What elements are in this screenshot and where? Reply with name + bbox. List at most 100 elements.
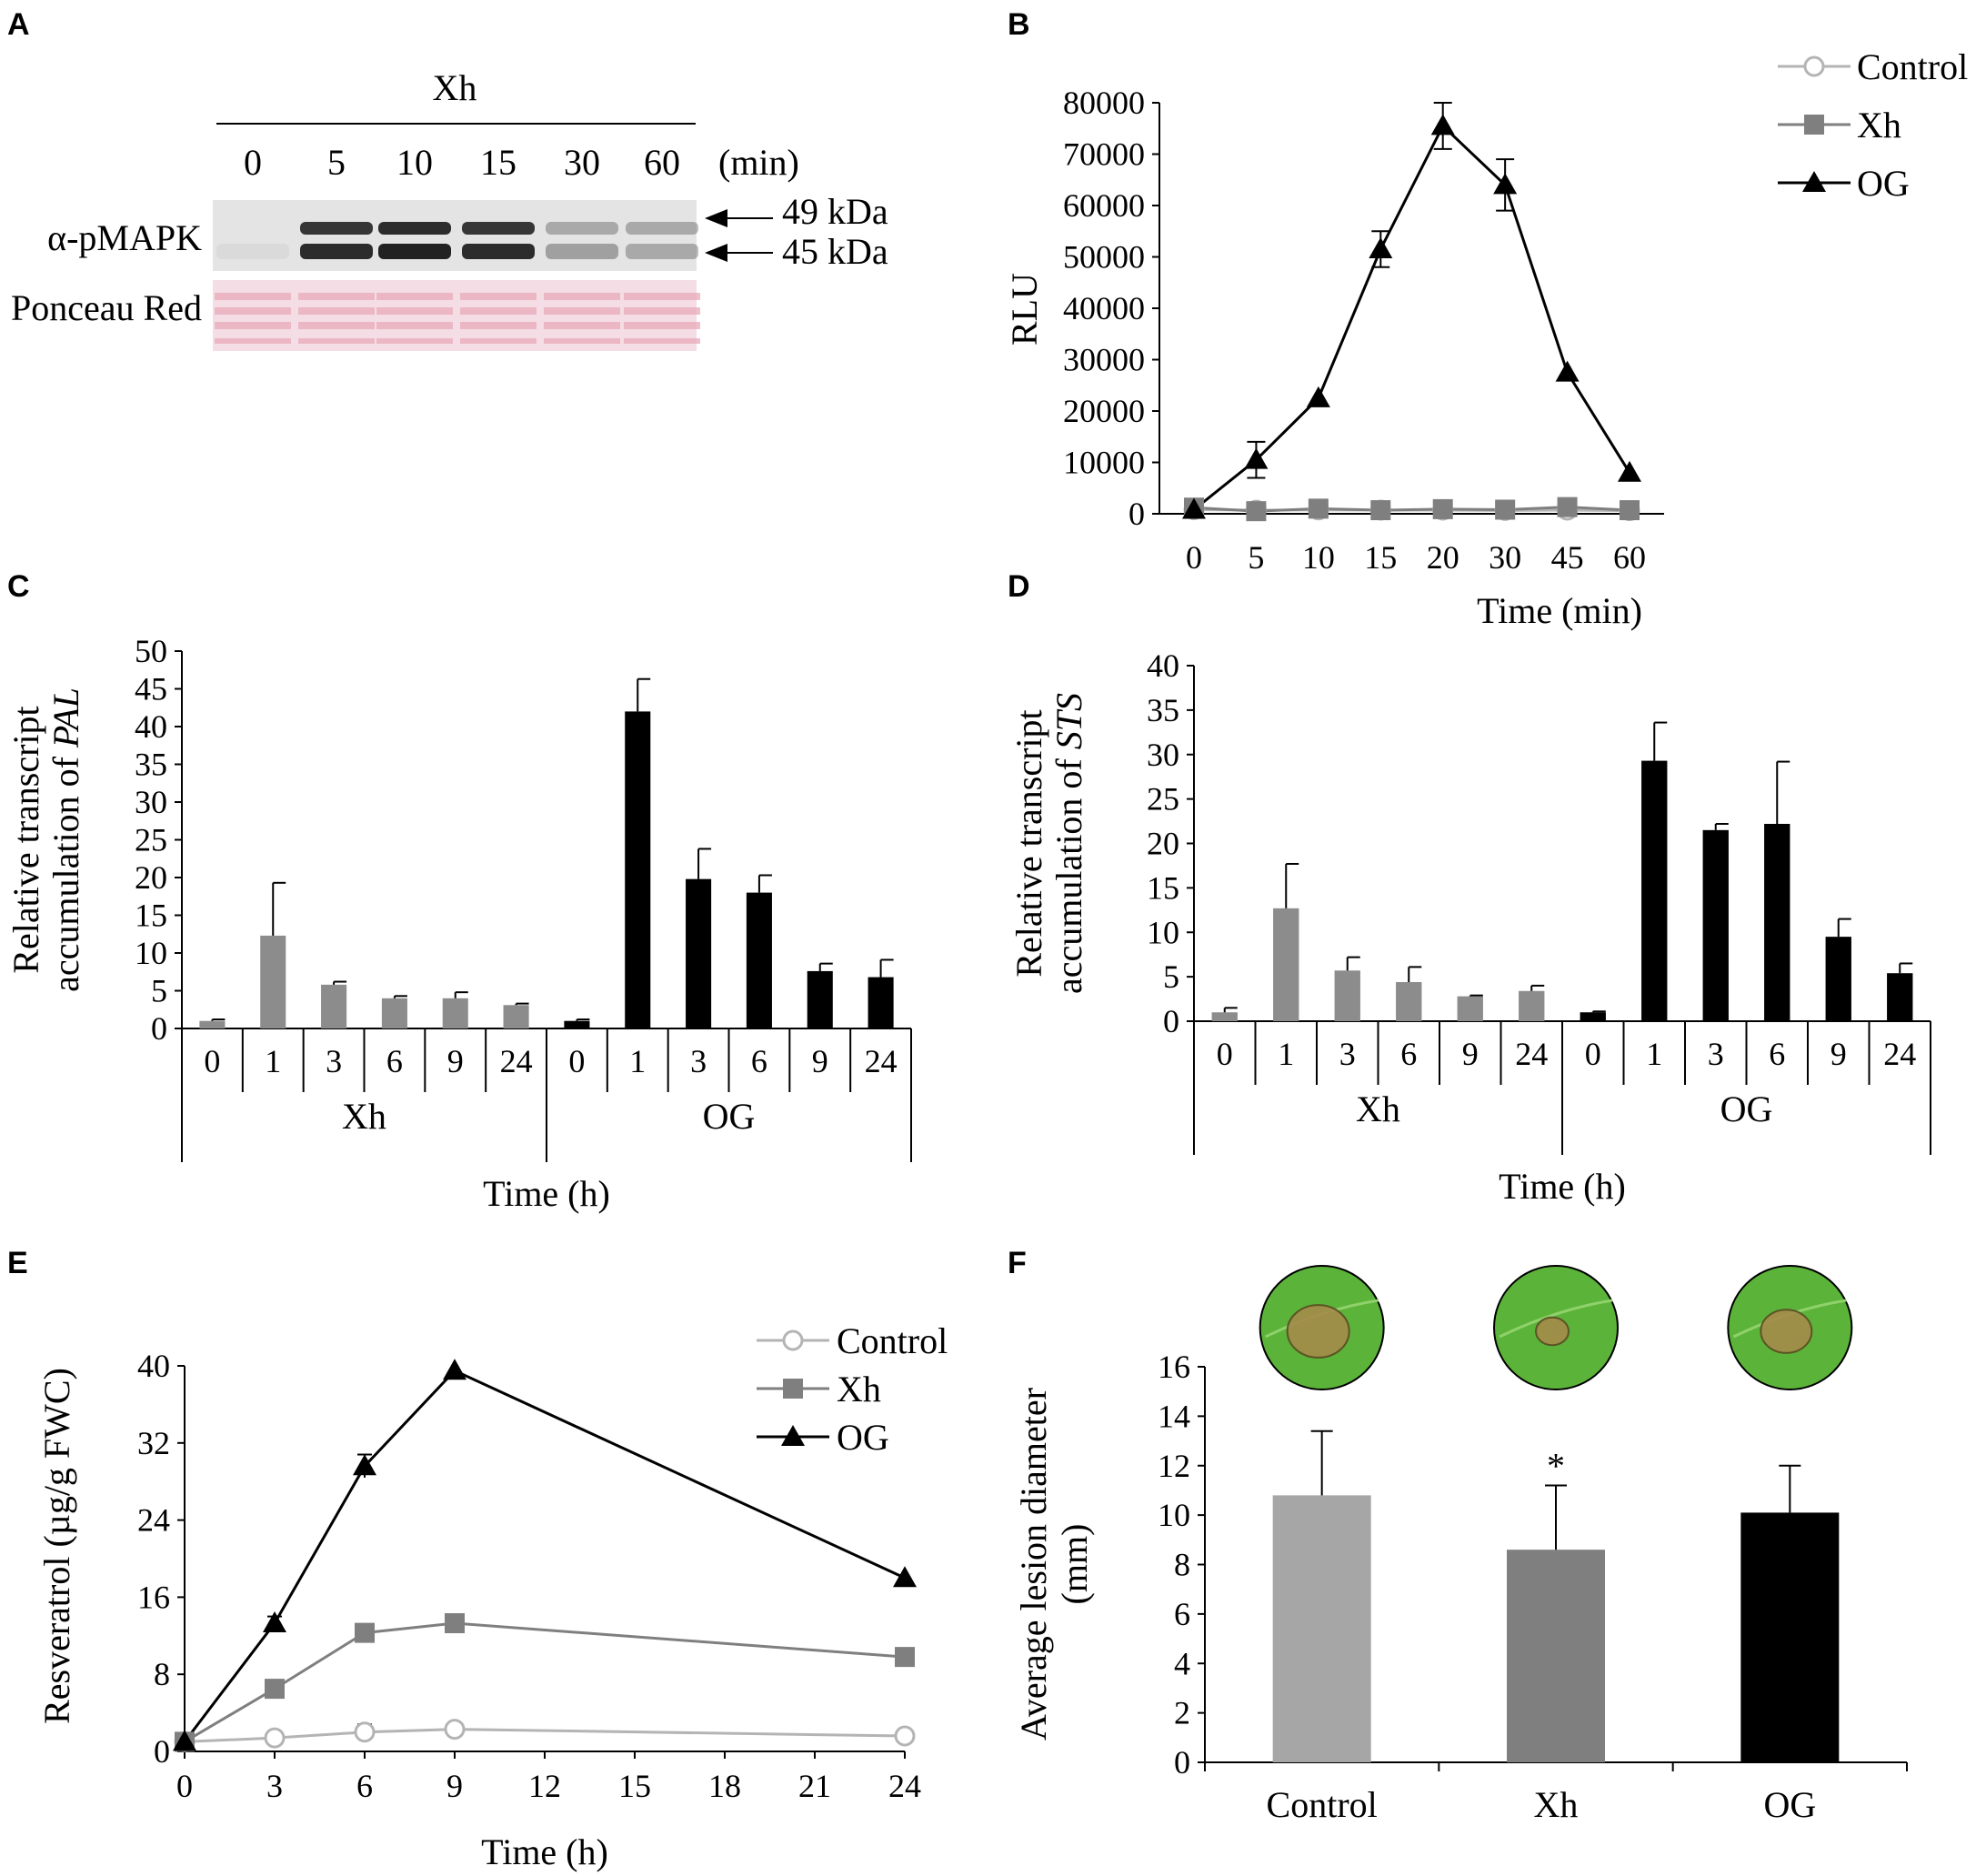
y-tick-label: 20 [135, 859, 167, 896]
data-point-control [354, 1721, 376, 1743]
band-45kda [626, 244, 698, 259]
x-tick-label: 24 [1883, 1036, 1916, 1072]
ponceau-band [460, 322, 537, 329]
x-tick-label: 24 [1515, 1036, 1548, 1072]
bar-og [1825, 937, 1851, 1021]
y-tick-label: 25 [135, 822, 167, 858]
y-tick-label: 10000 [1063, 445, 1145, 481]
blot-time-label: 30 [564, 142, 600, 183]
band-45kda [546, 244, 618, 259]
band-45kda [378, 244, 451, 259]
x-tick-label: 24 [888, 1768, 921, 1804]
arrow-49-icon [705, 209, 727, 227]
ponceau-band [298, 322, 375, 329]
y-tick-label: 8 [1174, 1547, 1190, 1583]
bar-og [1641, 760, 1668, 1021]
x-tick-label: 10 [1302, 539, 1335, 576]
ponceau-band [298, 338, 375, 344]
y-axis-title-line2: accumulation of STS [1048, 693, 1089, 994]
legend-marker-control [782, 1329, 804, 1351]
y-tick-label: 30 [135, 784, 167, 820]
blot-time-label: 10 [396, 142, 433, 183]
data-point-og [1430, 114, 1455, 135]
ponceau-band [544, 338, 620, 344]
x-tick-label: 9 [1462, 1036, 1479, 1072]
band-49kda [626, 222, 698, 235]
x-tick-label: 6 [751, 1043, 767, 1079]
x-tick-label: 6 [1769, 1036, 1785, 1072]
x-tick-label: 24 [865, 1043, 898, 1079]
band-label-45: 45 kDa [782, 231, 888, 272]
panel-label-d: D [1008, 569, 1030, 604]
x-tick-label: 20 [1427, 539, 1459, 576]
legend-marker-og [1802, 171, 1826, 192]
data-point-xh [1370, 500, 1391, 521]
data-point-og [1244, 447, 1269, 469]
series-line-xh [184, 1621, 906, 1743]
bar-og [564, 1020, 590, 1028]
band-45kda [462, 244, 535, 259]
y-tick-label: 5 [1163, 958, 1179, 995]
x-tick-label: 18 [708, 1768, 741, 1804]
legend-marker-xh [1804, 115, 1824, 135]
ponceau-band [544, 293, 620, 300]
leaf-xh [1493, 1265, 1619, 1390]
data-point-xh [1495, 499, 1516, 520]
band-45kda [300, 244, 373, 259]
data-point-xh [445, 1613, 465, 1634]
y-tick-label: 60000 [1063, 187, 1145, 224]
band-49kda [462, 222, 535, 235]
x-tick-label: 0 [568, 1043, 585, 1079]
group-label-xh: Xh [1356, 1088, 1400, 1129]
blot-membrane [213, 200, 697, 271]
y-tick-label: 4 [1174, 1645, 1190, 1681]
data-point-og [353, 1454, 376, 1476]
bar-xh [260, 935, 286, 1028]
data-point-xh [1308, 498, 1329, 519]
x-tick-label: 1 [629, 1043, 646, 1079]
y-tick-label: 0 [1174, 1744, 1190, 1781]
data-point-xh [355, 1622, 375, 1643]
x-tick-label: 1 [1646, 1036, 1662, 1072]
data-point-xh [265, 1679, 285, 1700]
ponceau-band [460, 307, 537, 315]
panel-label-e: E [7, 1246, 28, 1280]
legend-label: OG [837, 1417, 889, 1458]
legend-label: OG [1857, 163, 1910, 204]
group-label-og: OG [1720, 1088, 1773, 1129]
x-axis-title: Time (h) [481, 1831, 608, 1872]
data-point-og [893, 1566, 917, 1588]
data-point-og [173, 1730, 196, 1751]
arrow-45-icon [705, 244, 727, 262]
data-point-og [1555, 360, 1580, 382]
x-tick-label: 0 [176, 1768, 193, 1804]
y-axis-title-line2: accumulation of PAL [45, 687, 86, 992]
ponceau-band [215, 322, 291, 329]
bar-og [746, 892, 772, 1028]
x-tick-label: 6 [1400, 1036, 1417, 1072]
y-tick-label: 12 [1158, 1448, 1190, 1484]
y-tick-label: 50000 [1063, 239, 1145, 276]
y-tick-label: 10 [1147, 914, 1179, 950]
series-line-og [1193, 123, 1631, 511]
y-tick-label: 50 [135, 633, 167, 669]
y-axis-title: RLU [1004, 273, 1045, 346]
x-tick-label: 12 [528, 1768, 561, 1804]
data-point-og [1182, 497, 1206, 519]
bar-og [868, 977, 894, 1028]
bar-xh [1457, 996, 1483, 1021]
data-point-xh [1432, 498, 1453, 519]
leaf-og [1727, 1265, 1853, 1390]
y-axis-title-gene: STS [1048, 693, 1089, 749]
ponceau-band [215, 338, 291, 344]
bar-og [1764, 823, 1790, 1021]
y-tick-label: 40 [1147, 647, 1179, 684]
bar-xh [381, 998, 407, 1028]
x-axis-title: Time (min) [1477, 590, 1642, 631]
data-point-og [263, 1611, 286, 1633]
series-line-og [183, 1369, 906, 1743]
blot-time-label: 0 [244, 142, 262, 183]
data-point-og [1493, 173, 1518, 195]
bar-xh [1334, 970, 1360, 1021]
